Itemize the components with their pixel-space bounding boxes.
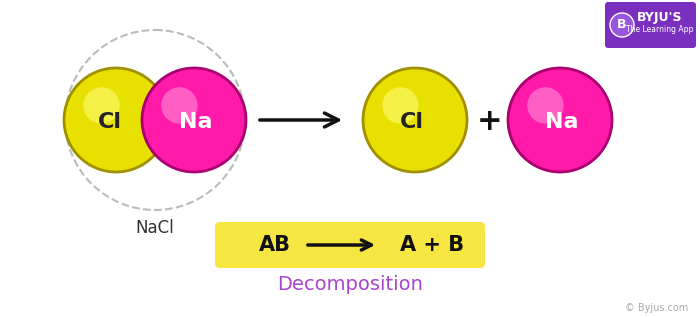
Circle shape (610, 13, 634, 37)
Text: +: + (477, 107, 503, 137)
Text: Na: Na (179, 112, 213, 132)
Text: BYJU'S: BYJU'S (637, 11, 682, 24)
Text: B: B (617, 18, 626, 31)
FancyBboxPatch shape (215, 222, 485, 268)
Circle shape (363, 68, 467, 172)
FancyBboxPatch shape (605, 2, 696, 48)
Text: AB: AB (259, 235, 291, 255)
Circle shape (83, 87, 120, 124)
Text: Na: Na (545, 112, 579, 132)
Circle shape (527, 87, 564, 124)
Circle shape (64, 68, 168, 172)
Text: NaCl: NaCl (136, 219, 174, 237)
Text: Decomposition: Decomposition (277, 275, 423, 294)
Text: A + B: A + B (400, 235, 464, 255)
Text: © Byjus.com: © Byjus.com (624, 303, 688, 313)
Circle shape (508, 68, 612, 172)
Text: Cl: Cl (98, 112, 122, 132)
Circle shape (142, 68, 246, 172)
Text: The Learning App: The Learning App (626, 25, 694, 35)
Text: Cl: Cl (400, 112, 424, 132)
Circle shape (161, 87, 197, 124)
Circle shape (382, 87, 419, 124)
